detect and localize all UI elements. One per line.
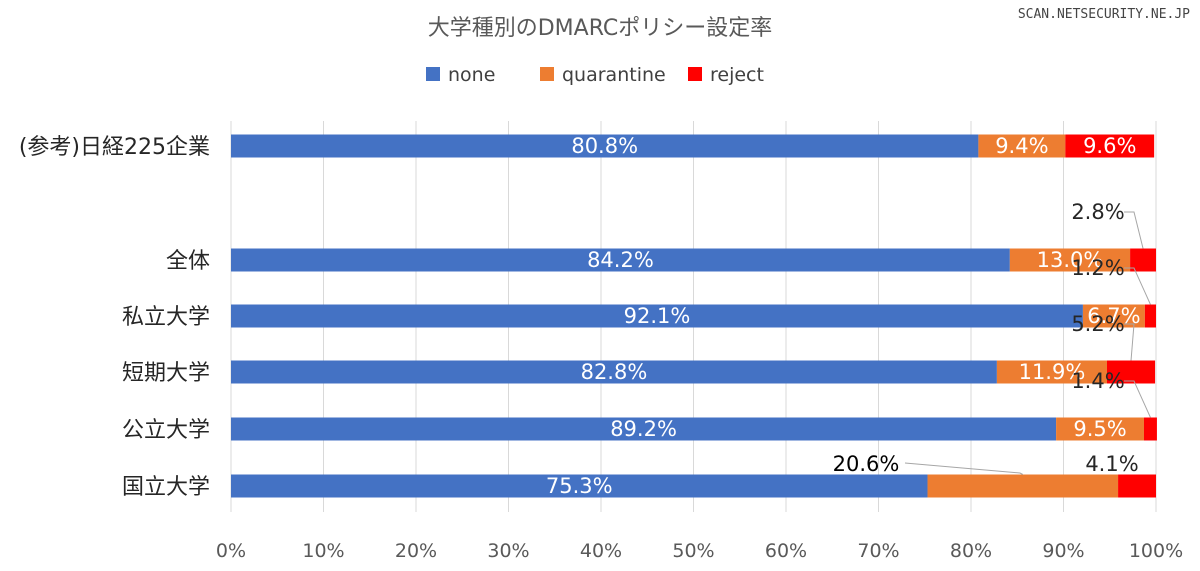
x-tick-label: 30% bbox=[487, 540, 529, 562]
legend: none quarantine reject bbox=[426, 64, 764, 86]
legend-swatch-none bbox=[426, 67, 440, 81]
category-label: 全体 bbox=[166, 249, 210, 274]
data-label: 89.2% bbox=[610, 417, 677, 441]
bar-quarantine bbox=[1082, 304, 1145, 328]
bar-none bbox=[231, 134, 979, 158]
legend-label-none: none bbox=[448, 64, 495, 86]
bar-none bbox=[231, 304, 1083, 328]
x-tick-label: 50% bbox=[672, 540, 714, 562]
bar-reject bbox=[1143, 417, 1157, 441]
bar-quarantine bbox=[996, 360, 1107, 384]
legend-label-quarantine: quarantine bbox=[562, 64, 666, 86]
data-label: 20.6% bbox=[833, 452, 900, 476]
data-label: 11.9% bbox=[1019, 360, 1086, 384]
leader-line bbox=[904, 462, 1024, 475]
data-label: 80.8% bbox=[571, 134, 638, 158]
data-label: 4.1% bbox=[1085, 452, 1138, 476]
category-label: 私立大学 bbox=[122, 305, 210, 330]
x-tick-label: 40% bbox=[580, 540, 622, 562]
data-label: 82.8% bbox=[581, 360, 648, 384]
x-tick-label: 100% bbox=[1129, 540, 1183, 562]
data-label: 9.5% bbox=[1073, 417, 1126, 441]
leader-line bbox=[1124, 267, 1151, 305]
bar-quarantine bbox=[1009, 248, 1131, 272]
legend-label-reject: reject bbox=[710, 64, 764, 86]
bar-reject bbox=[1118, 474, 1156, 498]
x-tick-label: 10% bbox=[302, 540, 344, 562]
watermark: SCAN.NETSECURITY.NE.JP bbox=[1018, 7, 1190, 22]
legend-swatch-quarantine bbox=[540, 67, 554, 81]
x-tick-label: 0% bbox=[216, 540, 246, 562]
legend-swatch-reject bbox=[688, 67, 702, 81]
leader-line bbox=[1124, 323, 1135, 361]
leader-line bbox=[1124, 211, 1144, 249]
x-tick-label: 80% bbox=[950, 540, 992, 562]
bar-quarantine bbox=[978, 134, 1066, 158]
data-label: 75.3% bbox=[546, 474, 613, 498]
bar-reject bbox=[1106, 360, 1156, 384]
bar-none bbox=[231, 417, 1057, 441]
data-label: 6.7% bbox=[1087, 304, 1140, 328]
bar-none bbox=[231, 248, 1010, 272]
category-label: (参考)日経225企業 bbox=[19, 135, 210, 160]
x-tick-label: 20% bbox=[395, 540, 437, 562]
bar-reject bbox=[1130, 248, 1156, 272]
bar-reject bbox=[1144, 304, 1156, 328]
x-tick-label: 90% bbox=[1042, 540, 1084, 562]
x-tick-label: 60% bbox=[765, 540, 807, 562]
category-label: 国立大学 bbox=[122, 475, 210, 500]
category-label: 公立大学 bbox=[122, 418, 210, 443]
data-labels: 80.8% 9.4% 9.6% 84.2% 13.0% 2.8% 92.1% 6.7% 1.2%… bbox=[546, 134, 1141, 498]
data-label: 5.2% bbox=[1071, 312, 1124, 336]
chart-title: 大学種別のDMARCポリシー設定率 bbox=[428, 16, 773, 41]
bar-quarantine bbox=[1056, 417, 1144, 441]
bar-quarantine bbox=[927, 474, 1119, 498]
bars bbox=[231, 134, 1157, 498]
bar-none bbox=[231, 360, 997, 384]
leader-line bbox=[1124, 380, 1151, 418]
data-label: 9.6% bbox=[1083, 134, 1136, 158]
x-axis-ticks: 0% 10% 20% 30% 40% 50% 60% 70% 80% 90% 100% bbox=[216, 540, 1183, 562]
data-label: 9.4% bbox=[995, 134, 1048, 158]
bar-reject bbox=[1065, 134, 1155, 158]
leader-lines bbox=[904, 211, 1151, 475]
data-label: 1.2% bbox=[1071, 256, 1124, 280]
x-tick-label: 70% bbox=[857, 540, 899, 562]
category-label: 短期大学 bbox=[122, 361, 210, 386]
bar-none bbox=[231, 474, 928, 498]
data-label: 2.8% bbox=[1071, 200, 1124, 224]
data-label: 92.1% bbox=[624, 304, 691, 328]
data-label: 13.0% bbox=[1037, 248, 1104, 272]
data-label: 1.4% bbox=[1071, 369, 1124, 393]
data-label: 84.2% bbox=[587, 248, 654, 272]
